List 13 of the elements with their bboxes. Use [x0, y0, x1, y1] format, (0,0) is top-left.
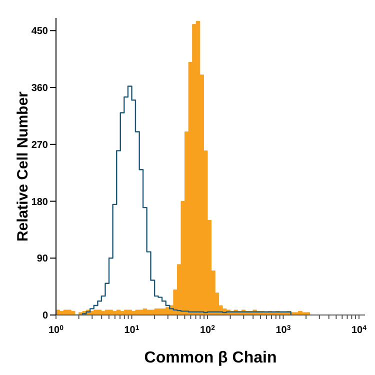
y-tick-label: 90 — [36, 254, 48, 265]
y-tick-label: 270 — [31, 140, 48, 151]
y-axis-title: Relative Cell Number — [14, 91, 32, 242]
x-tick-label: 10$^{0}$ — [48, 324, 64, 336]
y-tick-label: 0 — [42, 310, 48, 322]
x-tick-label: 10$^{2}$ — [200, 324, 216, 336]
x-tick-label: 10$^{4}$ — [351, 324, 367, 336]
x-axis-title: Common β Chain — [144, 349, 277, 366]
x-tick-label: 10$^{3}$ — [276, 324, 291, 336]
y-tick-label: 360 — [31, 83, 48, 94]
y-tick-label: 180 — [31, 196, 48, 208]
x-tick-label: 10$^{1}$ — [124, 324, 140, 336]
y-tick-label: 450 — [31, 26, 48, 38]
